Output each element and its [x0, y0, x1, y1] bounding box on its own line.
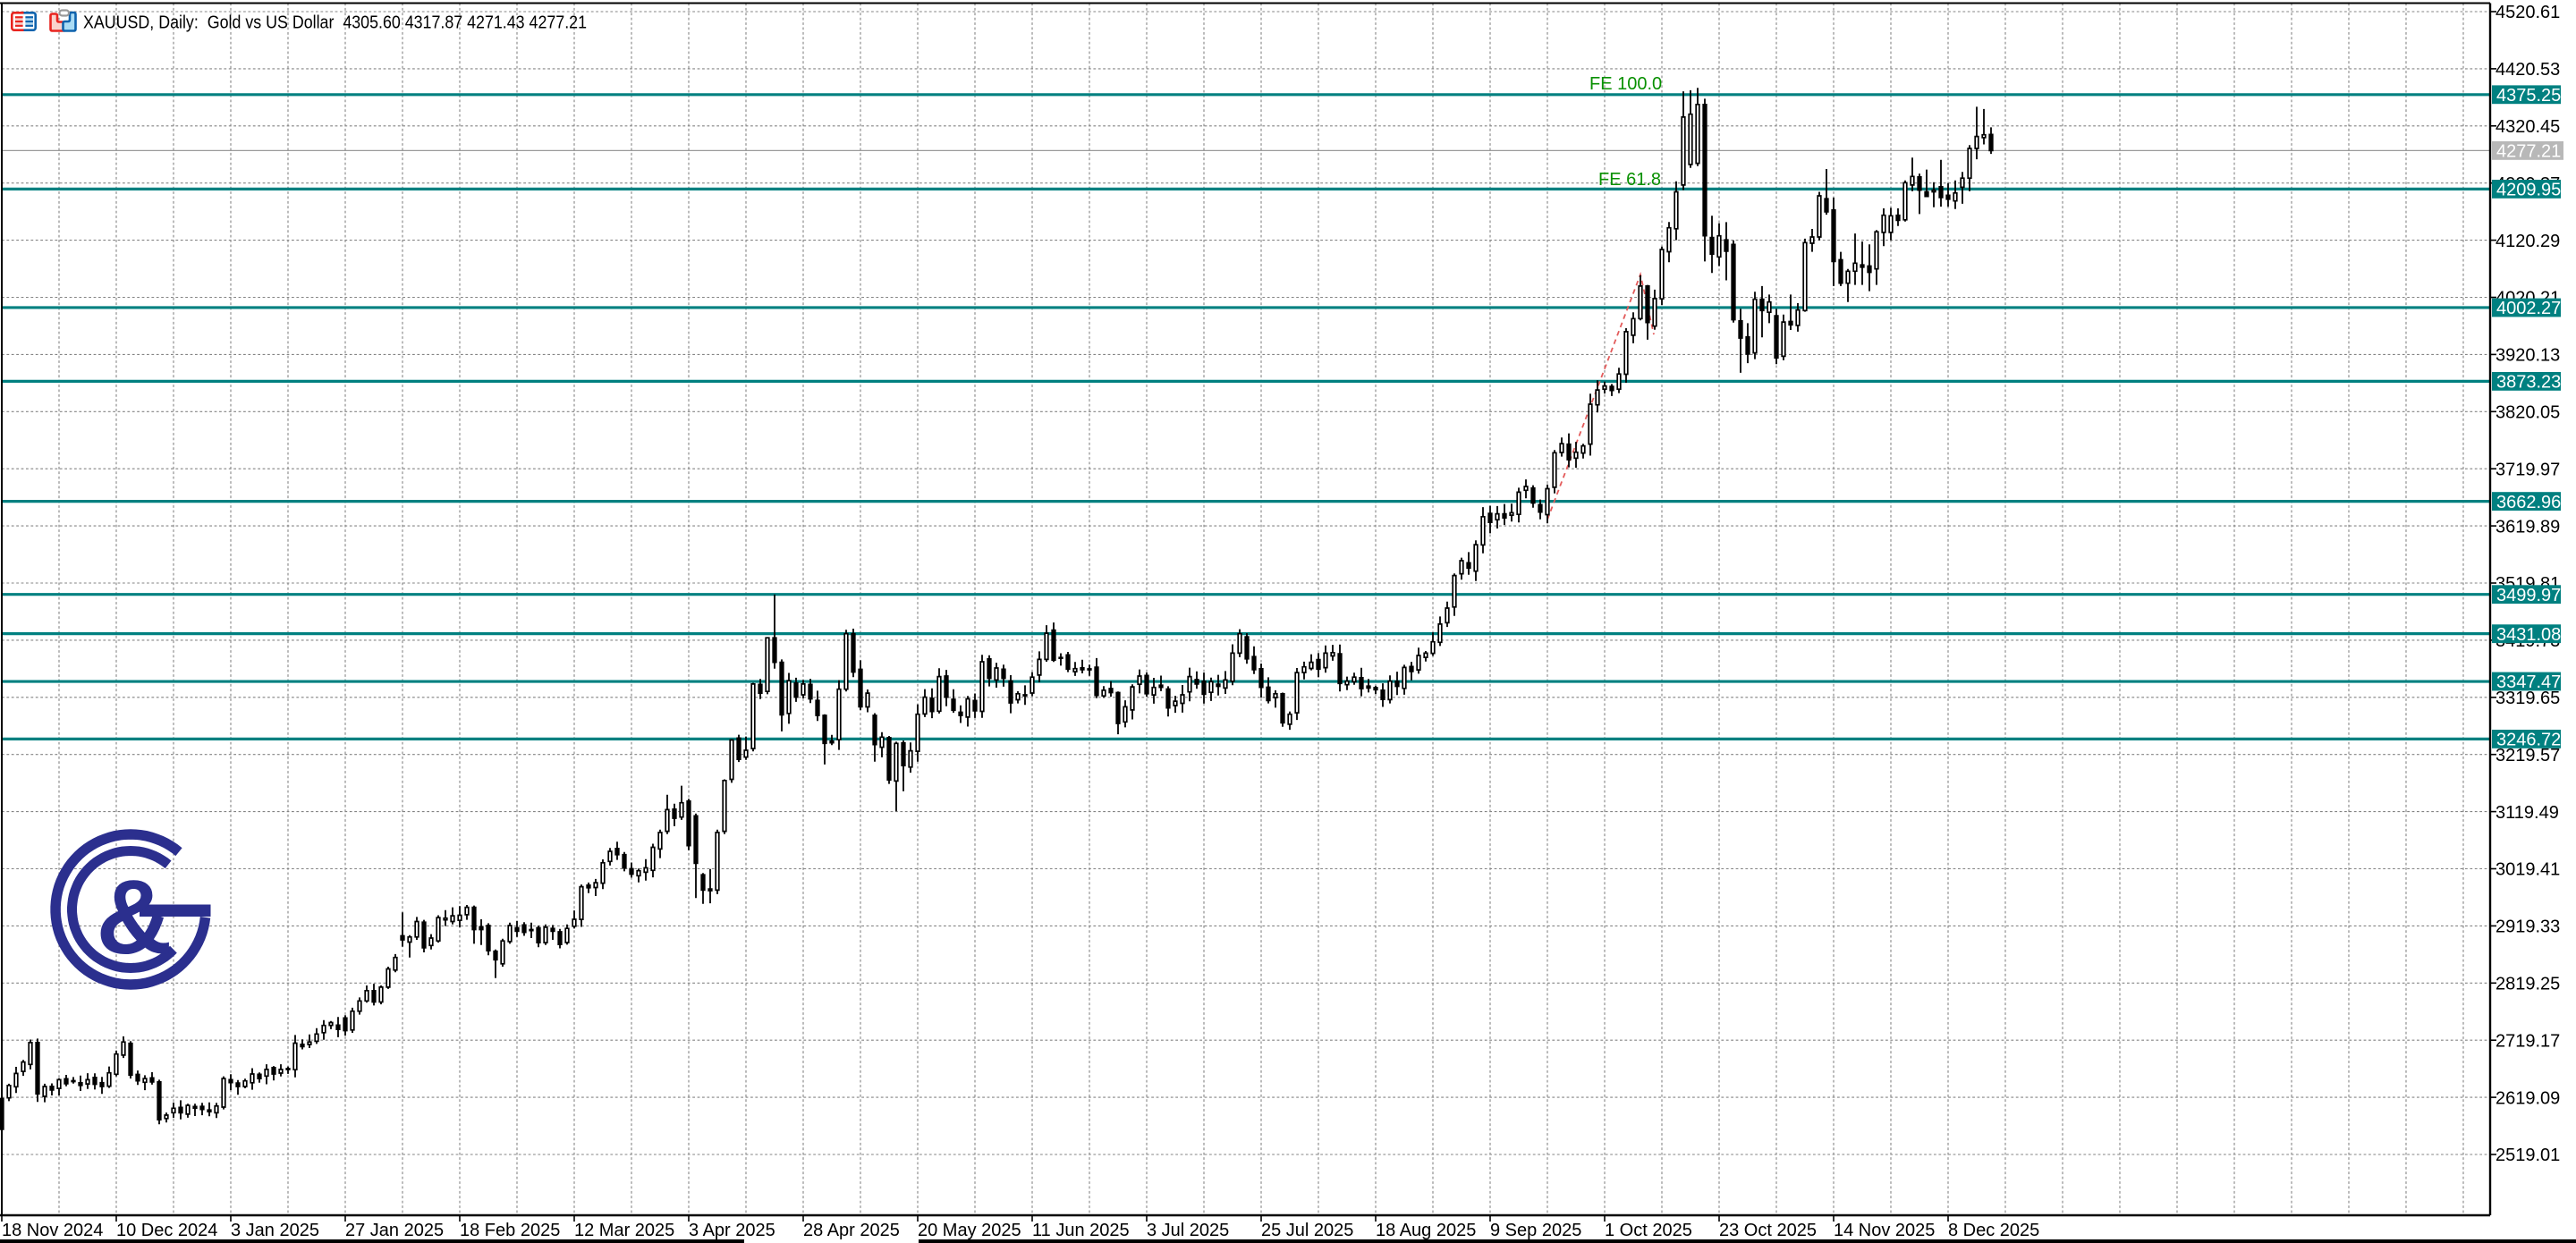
- svg-text:27 Jan 2025: 27 Jan 2025: [345, 1221, 444, 1240]
- svg-text:3662.96: 3662.96: [2496, 493, 2561, 512]
- svg-text:4120.29: 4120.29: [2496, 232, 2560, 251]
- svg-text:11 Jun 2025: 11 Jun 2025: [1032, 1221, 1130, 1240]
- svg-text:3246.72: 3246.72: [2496, 731, 2561, 750]
- svg-text:25 Jul 2025: 25 Jul 2025: [1261, 1221, 1353, 1240]
- svg-text:4002.27: 4002.27: [2496, 299, 2561, 318]
- svg-text:4209.95: 4209.95: [2496, 181, 2561, 200]
- svg-text:3119.49: 3119.49: [2496, 803, 2559, 823]
- svg-text:3319.65: 3319.65: [2496, 689, 2560, 708]
- svg-text:2519.01: 2519.01: [2496, 1146, 2560, 1165]
- svg-text:2819.25: 2819.25: [2496, 975, 2560, 994]
- svg-text:18 Aug 2025: 18 Aug 2025: [1376, 1221, 1476, 1240]
- svg-text:28 Apr 2025: 28 Apr 2025: [803, 1221, 900, 1240]
- svg-text:XAUUSD, Daily: Gold vs US Dol: XAUUSD, Daily: Gold vs US Dollar 4305.60…: [83, 13, 587, 33]
- svg-text:&: &: [96, 858, 172, 977]
- svg-text:4520.61: 4520.61: [2496, 3, 2560, 22]
- svg-text:3019.41: 3019.41: [2496, 860, 2560, 880]
- svg-text:3820.05: 3820.05: [2496, 403, 2560, 423]
- svg-text:2719.17: 2719.17: [2496, 1031, 2560, 1051]
- svg-text:3719.97: 3719.97: [2496, 460, 2560, 479]
- svg-text:3873.23: 3873.23: [2496, 373, 2561, 393]
- svg-text:23 Oct 2025: 23 Oct 2025: [1719, 1221, 1817, 1240]
- svg-text:9 Sep 2025: 9 Sep 2025: [1490, 1221, 1581, 1240]
- svg-text:3219.57: 3219.57: [2496, 746, 2560, 765]
- svg-text:3431.08: 3431.08: [2496, 625, 2561, 645]
- svg-text:10 Dec 2024: 10 Dec 2024: [116, 1221, 217, 1240]
- svg-text:2619.09: 2619.09: [2496, 1088, 2560, 1108]
- svg-text:FE 100.0: FE 100.0: [1589, 74, 1662, 94]
- svg-text:4320.45: 4320.45: [2496, 117, 2560, 137]
- svg-text:3 Jan 2025: 3 Jan 2025: [231, 1221, 319, 1240]
- svg-text:3 Jul 2025: 3 Jul 2025: [1147, 1221, 1229, 1240]
- svg-text:12 Mar 2025: 12 Mar 2025: [574, 1221, 674, 1240]
- svg-text:8 Dec 2025: 8 Dec 2025: [1948, 1221, 2039, 1240]
- svg-text:18 Feb 2025: 18 Feb 2025: [460, 1221, 560, 1240]
- svg-text:3619.89: 3619.89: [2496, 517, 2560, 537]
- svg-text:1 Oct 2025: 1 Oct 2025: [1605, 1221, 1692, 1240]
- svg-text:14 Nov 2025: 14 Nov 2025: [1834, 1221, 1935, 1240]
- svg-text:20 May 2025: 20 May 2025: [918, 1221, 1021, 1240]
- svg-text:3 Apr 2025: 3 Apr 2025: [689, 1221, 775, 1240]
- svg-text:3347.47: 3347.47: [2496, 672, 2561, 692]
- svg-text:4277.21: 4277.21: [2496, 142, 2561, 162]
- svg-text:FE 61.8: FE 61.8: [1598, 170, 1661, 190]
- svg-text:3920.13: 3920.13: [2496, 346, 2560, 366]
- svg-text:3499.97: 3499.97: [2496, 586, 2561, 605]
- svg-text:18 Nov 2024: 18 Nov 2024: [2, 1221, 103, 1240]
- svg-text:4420.53: 4420.53: [2496, 60, 2560, 80]
- svg-text:2919.33: 2919.33: [2496, 917, 2560, 937]
- svg-text:4375.25: 4375.25: [2496, 86, 2561, 106]
